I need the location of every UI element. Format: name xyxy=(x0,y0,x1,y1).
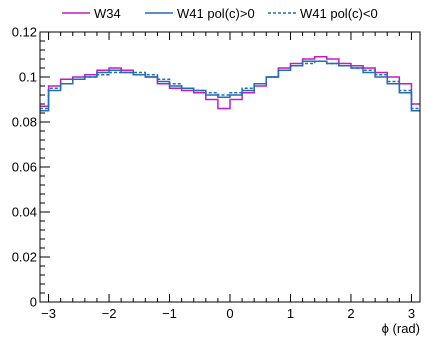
legend-label: W41 pol(c)<0 xyxy=(300,6,378,21)
x-tick-label: −1 xyxy=(162,306,177,321)
y-tick-label: 0.1 xyxy=(19,70,37,85)
x-tick-label: 0 xyxy=(226,306,233,321)
legend-label: W41 pol(c)>0 xyxy=(177,6,255,21)
y-tick-label: 0.06 xyxy=(12,160,37,175)
y-tick-label: 0.08 xyxy=(12,115,37,130)
x-tick-label: 1 xyxy=(287,306,294,321)
x-tick-label: 3 xyxy=(408,306,415,321)
y-tick-label: 0.12 xyxy=(12,25,37,40)
plot-area xyxy=(40,56,420,112)
y-axis: 0 0.02 0.04 0.06 0.08 0.1 0.12 xyxy=(12,25,50,310)
series-line-3 xyxy=(40,60,420,110)
x-axis-title: ϕ (rad) xyxy=(382,321,420,336)
x-tick-label: 2 xyxy=(347,306,354,321)
x-tick-label: −2 xyxy=(102,306,117,321)
series-line-2 xyxy=(40,60,420,112)
series-line-1 xyxy=(40,56,420,110)
legend-label: W34 xyxy=(94,6,121,21)
legend: W34 W41 pol(c)>0 W41 pol(c)<0 xyxy=(62,6,378,21)
y-tick-label: 0.02 xyxy=(12,250,37,265)
y-tick-label: 0.04 xyxy=(12,205,37,220)
x-axis: −3 −2 −1 0 1 2 3 xyxy=(41,32,415,321)
x-tick-label: −3 xyxy=(41,306,56,321)
y-tick-label: 0 xyxy=(30,295,37,310)
